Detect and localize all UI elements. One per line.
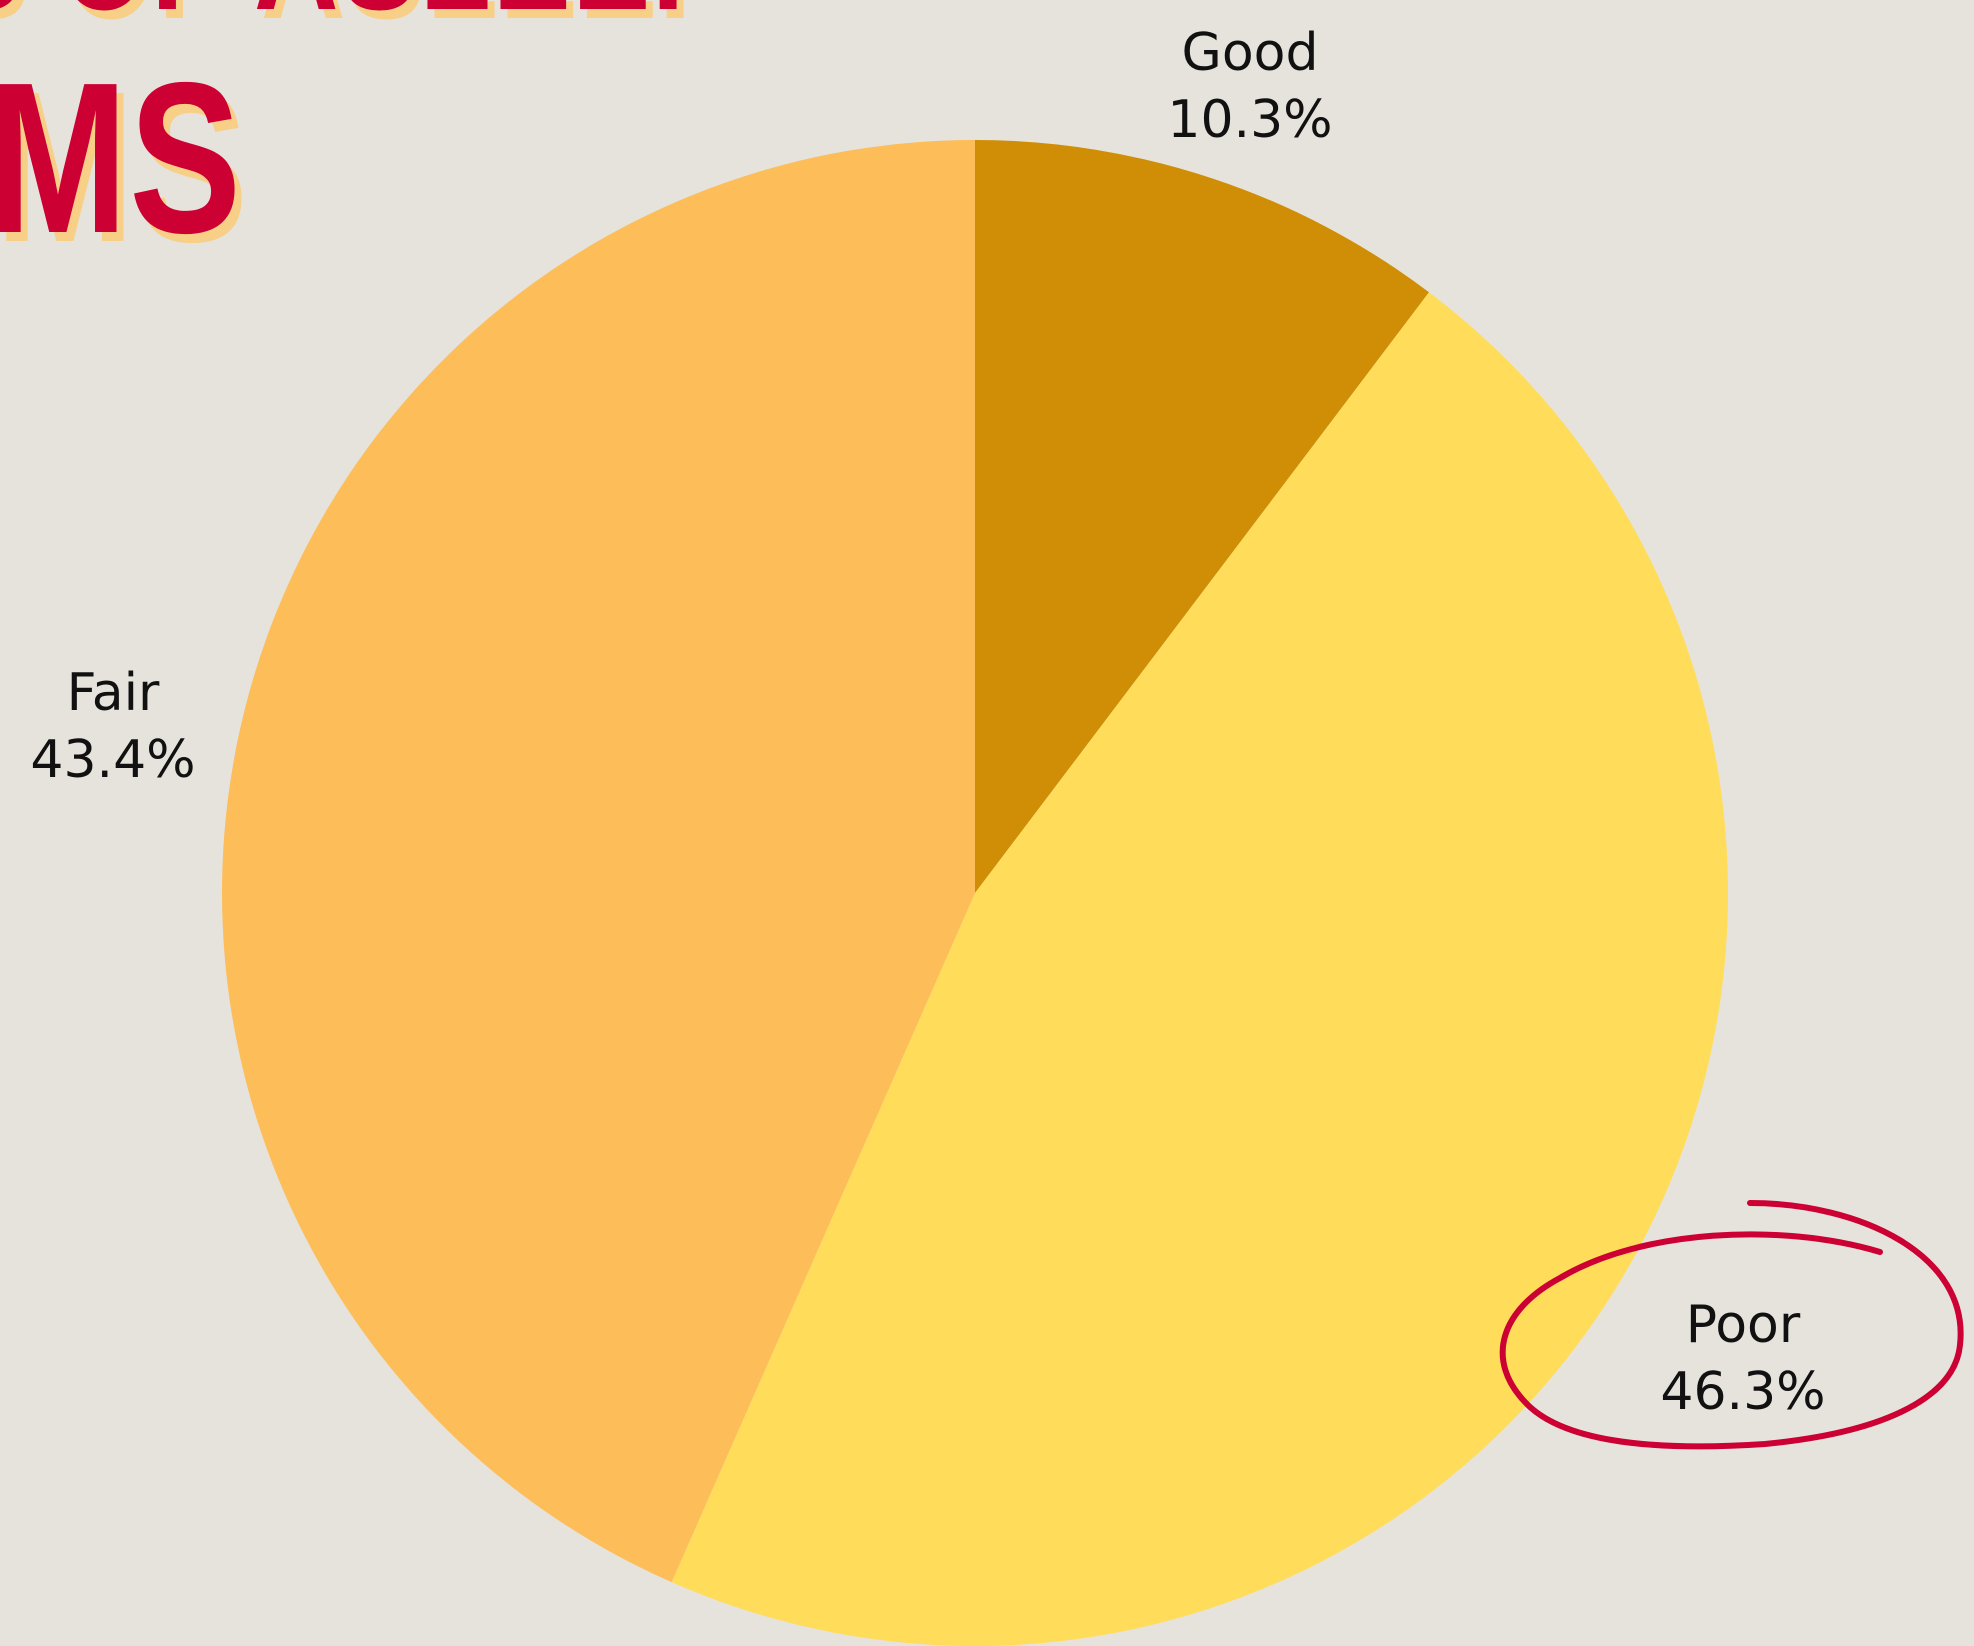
pie-slice-poor	[671, 292, 1728, 1646]
slice-value-poor: 46.3%	[1660, 1362, 1825, 1422]
pie-slice-fair	[221, 140, 976, 1583]
slice-label-fair: Fair	[67, 663, 160, 723]
title-line-2: MS	[0, 37, 243, 278]
slice-value-fair: 43.4%	[30, 730, 195, 790]
slice-label-poor: Poor	[1686, 1295, 1801, 1355]
title-line-1: S OF ASLEEP	[0, 0, 731, 32]
highlight-circle	[1499, 1200, 1964, 1450]
pie-slice-good	[975, 140, 1430, 893]
slice-label-good: Good	[1182, 23, 1319, 83]
slice-value-good: 10.3%	[1167, 90, 1332, 150]
